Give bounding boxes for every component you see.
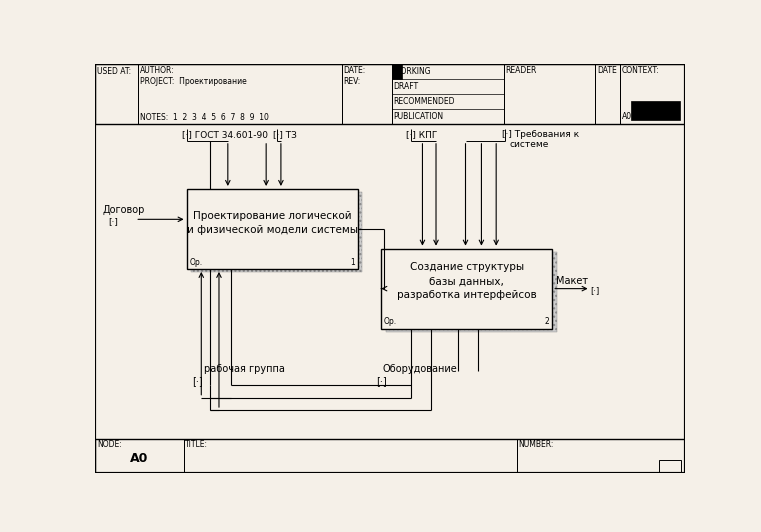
- Bar: [95, 439, 685, 473]
- Text: Op.: Op.: [189, 257, 202, 267]
- Text: NUMBER:: NUMBER:: [518, 440, 553, 450]
- Text: USED AT:: USED AT:: [97, 67, 132, 76]
- Text: Макет: Макет: [556, 276, 588, 286]
- Text: [·] ТЗ: [·] ТЗ: [273, 130, 297, 139]
- Text: Проектирование логической
и физической модели системы: Проектирование логической и физической м…: [186, 211, 358, 235]
- Bar: [392, 64, 403, 79]
- Text: системе: системе: [510, 140, 549, 149]
- Bar: [392, 64, 504, 124]
- Bar: [186, 189, 358, 269]
- Text: READER: READER: [505, 66, 537, 76]
- Text: Op.: Op.: [384, 317, 397, 326]
- Text: REV:: REV:: [343, 77, 361, 86]
- Bar: [183, 439, 517, 473]
- Bar: [342, 64, 392, 124]
- Text: WORKING: WORKING: [393, 67, 431, 76]
- Bar: [381, 248, 552, 329]
- Bar: [139, 64, 342, 124]
- Text: рабочая группа: рабочая группа: [204, 364, 285, 374]
- Bar: [95, 64, 139, 124]
- Bar: [659, 460, 681, 472]
- Text: [·] Требования к: [·] Требования к: [502, 130, 579, 139]
- Text: Оборудование: Оборудование: [382, 364, 457, 374]
- Bar: [504, 64, 595, 124]
- Text: AUTHOR:: AUTHOR:: [140, 66, 174, 76]
- Bar: [631, 101, 680, 120]
- Text: 2: 2: [545, 317, 549, 326]
- Text: DATE: DATE: [597, 66, 616, 76]
- Text: [·]: [·]: [193, 376, 203, 386]
- Text: [·]: [·]: [108, 217, 118, 226]
- Text: 1: 1: [350, 257, 355, 267]
- Text: PUBLICATION: PUBLICATION: [393, 112, 444, 121]
- Bar: [595, 64, 620, 124]
- Text: DRAFT: DRAFT: [393, 82, 419, 91]
- Text: [·] КПГ: [·] КПГ: [406, 130, 438, 139]
- Text: A0: A0: [130, 452, 148, 466]
- Bar: [386, 252, 557, 332]
- Text: RECOMMENDED: RECOMMENDED: [393, 97, 455, 106]
- Bar: [95, 64, 685, 124]
- Text: PROJECT:  Проектирование: PROJECT: Проектирование: [140, 77, 247, 86]
- Text: Договор: Договор: [103, 205, 145, 215]
- Bar: [517, 439, 685, 473]
- Bar: [191, 192, 362, 272]
- Text: [·]: [·]: [591, 286, 600, 295]
- Bar: [620, 64, 685, 124]
- Text: NODE:: NODE:: [97, 440, 122, 450]
- Text: CONTEXT:: CONTEXT:: [622, 66, 660, 76]
- Text: [·]: [·]: [377, 376, 387, 386]
- Text: [·] ГОСТ 34.601-90: [·] ГОСТ 34.601-90: [183, 130, 269, 139]
- Text: A0: A0: [622, 112, 632, 121]
- Text: DATE:: DATE:: [343, 66, 366, 76]
- Text: Создание структуры
базы данных,
разработка интерфейсов: Создание структуры базы данных, разработ…: [396, 262, 537, 300]
- Bar: [95, 439, 183, 473]
- Text: TITLE:: TITLE:: [186, 440, 209, 450]
- Text: NOTES:  1  2  3  4  5  6  7  8  9  10: NOTES: 1 2 3 4 5 6 7 8 9 10: [140, 113, 269, 122]
